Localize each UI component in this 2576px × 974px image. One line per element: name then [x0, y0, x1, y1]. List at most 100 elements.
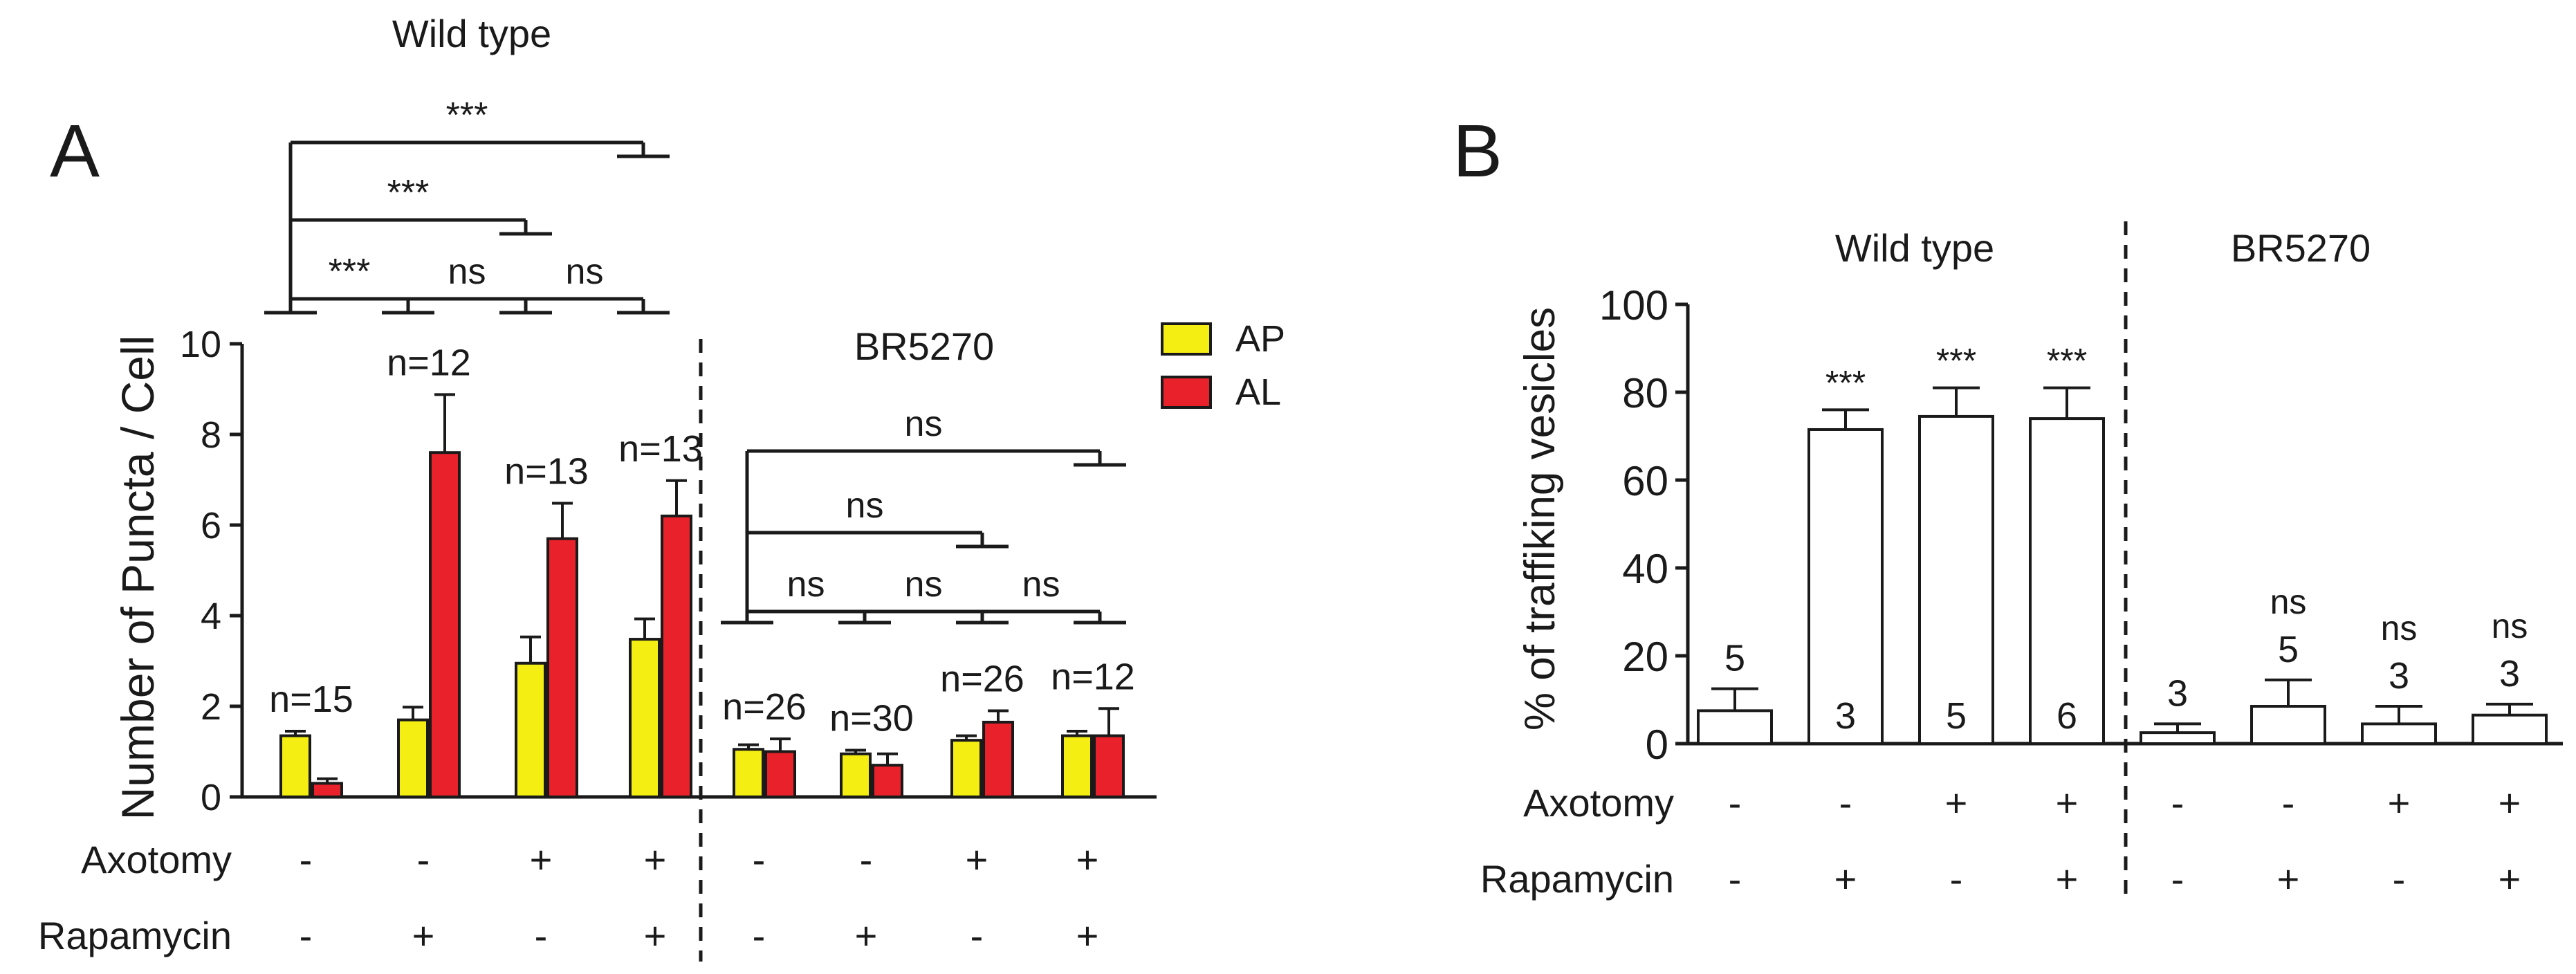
panel-a-rapamycin-sign: - [535, 914, 548, 957]
panel-b-rapamycin-label: Rapamycin [1480, 857, 1674, 901]
sig-label: *** [446, 95, 488, 136]
panel-a-rapamycin-sign: - [300, 914, 313, 957]
panel-a-rapamycin-sign: - [970, 914, 984, 957]
panel-a-y-tick-label: 8 [201, 414, 221, 456]
panel-b-axotomy-label: Axotomy [1523, 781, 1674, 825]
panel-b-rapamycin-sign: + [2056, 857, 2079, 901]
panel-a-bar-ap [279, 734, 311, 798]
panel-b-rapamycin-sign: - [1950, 857, 1963, 901]
panel-b-axotomy-sign: + [2056, 781, 2079, 825]
panel-a: Wild type BR5270 Number of Puncta / Cell… [38, 12, 1285, 962]
panel-b-y-axis-label: % of traffiking vesicles [1516, 307, 1564, 730]
panel-b-n-label: 5 [1724, 638, 1745, 679]
panel-a-bar-al [429, 451, 461, 798]
panel-a-rapamycin-sign: + [412, 914, 435, 957]
legend-label-ap: AP [1235, 318, 1285, 360]
panel-a-axotomy-sign: - [300, 838, 313, 881]
panel-b-n-label: 3 [2167, 672, 2188, 714]
panel-b-axotomy-sign: + [2499, 781, 2521, 825]
panel-b-n-label: 6 [2057, 695, 2077, 737]
panel-a-wildtype-title: Wild type [392, 12, 551, 55]
panel-b-rapamycin-sign: + [1834, 857, 1857, 901]
panel-b-bar [1807, 428, 1884, 745]
panel-a-axotomy-sign: + [530, 838, 553, 881]
panel-a-y-tick-label: 4 [201, 596, 221, 637]
panel-b-y-tick-label: 60 [1622, 458, 1668, 504]
panel-b-axotomy-sign: - [2171, 781, 2184, 825]
panel-b-sig-label: *** [1936, 342, 1976, 380]
panel-b-bar [1697, 709, 1773, 745]
panel-b-n-label: 3 [1835, 695, 1856, 737]
panel-a-axotomy-label: Axotomy [81, 838, 232, 881]
panel-a-bar-ap [515, 661, 546, 799]
panel-a-bar-ap [733, 748, 764, 798]
panel-b-rapamycin-sign: - [1729, 857, 1742, 901]
panel-b-sig-label: *** [1825, 363, 1866, 402]
panel-a-n-label: n=15 [269, 679, 353, 720]
panel-b-axotomy-sign: - [2282, 781, 2295, 825]
panel-b-axotomy-sign: + [1945, 781, 1968, 825]
panel-a-axotomy-sign: + [1076, 838, 1099, 881]
panel-b: Wild type BR5270 % of traffiking vesicle… [1480, 221, 2563, 901]
panel-a-legend: AP AL [1161, 318, 1285, 413]
panel-a-br5270-title: BR5270 [854, 324, 994, 368]
panel-b-rapamycin-sign: + [2499, 857, 2521, 901]
panel-b-br5270-title: BR5270 [2231, 226, 2371, 270]
panel-a-rapamycin-sign: + [644, 914, 667, 957]
panel-a-rapamycin-sign: + [1076, 914, 1099, 957]
panel-b-bar [2361, 722, 2437, 746]
panel-a-bar-ap [840, 752, 872, 799]
panel-a-bar-al [311, 782, 343, 798]
legend-label-al: AL [1235, 371, 1281, 413]
sig-label: ns [905, 404, 943, 444]
panel-a-axotomy-sign: + [644, 838, 667, 881]
panel-a-bar-ap [1061, 734, 1093, 798]
panel-b-letter: B [1453, 109, 1502, 192]
panel-a-n-label: n=30 [829, 698, 914, 739]
panel-a-y-tick-label: 10 [180, 324, 221, 365]
panel-a-n-label: n=12 [1051, 656, 1135, 697]
panel-b-wildtype-title: Wild type [1835, 226, 1994, 270]
legend-swatch-ap [1161, 322, 1212, 356]
panel-a-bar-al [661, 514, 692, 799]
panel-b-y-tick-label: 20 [1622, 634, 1668, 680]
sig-label: ns [846, 486, 884, 526]
panel-a-rapamycin-sign: + [855, 914, 878, 957]
panel-b-rapamycin-sign: - [2393, 857, 2406, 901]
panel-b-n-label: 3 [2499, 653, 2520, 695]
panel-b-y-tick-label: 0 [1646, 722, 1668, 768]
panel-a-bar-ap [629, 638, 661, 798]
panel-b-bar [1918, 414, 1994, 745]
panel-b-rapamycin-sign: - [2171, 857, 2184, 901]
panel-a-y-tick-label: 6 [201, 505, 221, 546]
panel-a-bar-al [764, 750, 796, 798]
panel-a-bar-al [1093, 734, 1125, 798]
panel-b-n-label: 5 [1946, 695, 1967, 737]
panel-b-bar [2250, 705, 2326, 746]
panel-b-rapamycin-sign: + [2277, 857, 2300, 901]
panel-b-sig-label: ns [2270, 582, 2307, 621]
panel-b-sig-label: ns [2381, 609, 2418, 647]
panel-b-axotomy-sign: + [2388, 781, 2411, 825]
panel-b-y-tick-label: 100 [1599, 282, 1668, 329]
panel-b-y-tick-label: 80 [1622, 370, 1668, 416]
panel-a-axotomy-sign: + [966, 838, 988, 881]
legend-swatch-al [1161, 376, 1212, 409]
panel-a-n-label: n=13 [618, 428, 703, 470]
sig-label: ns [787, 564, 825, 605]
panel-a-y-axis-label: Number of Puncta / Cell [112, 336, 163, 820]
panel-a-bar-ap [397, 718, 429, 799]
panel-b-sig-label: ns [2492, 607, 2528, 645]
panel-b-axotomy-sign: - [1839, 781, 1852, 825]
panel-b-n-label: 5 [2278, 629, 2299, 670]
panel-a-bar-ap [950, 739, 982, 798]
panel-a-axotomy-sign: - [753, 838, 766, 881]
panel-b-y-tick-label: 40 [1622, 546, 1668, 592]
panel-a-y-tick-label: 0 [201, 777, 221, 818]
panel-a-n-label: n=26 [722, 686, 807, 728]
panel-a-bar-al [982, 720, 1014, 799]
panel-b-bar [2140, 731, 2216, 745]
panel-b-bar [2472, 713, 2548, 745]
panel-a-rapamycin-sign: - [753, 914, 766, 957]
